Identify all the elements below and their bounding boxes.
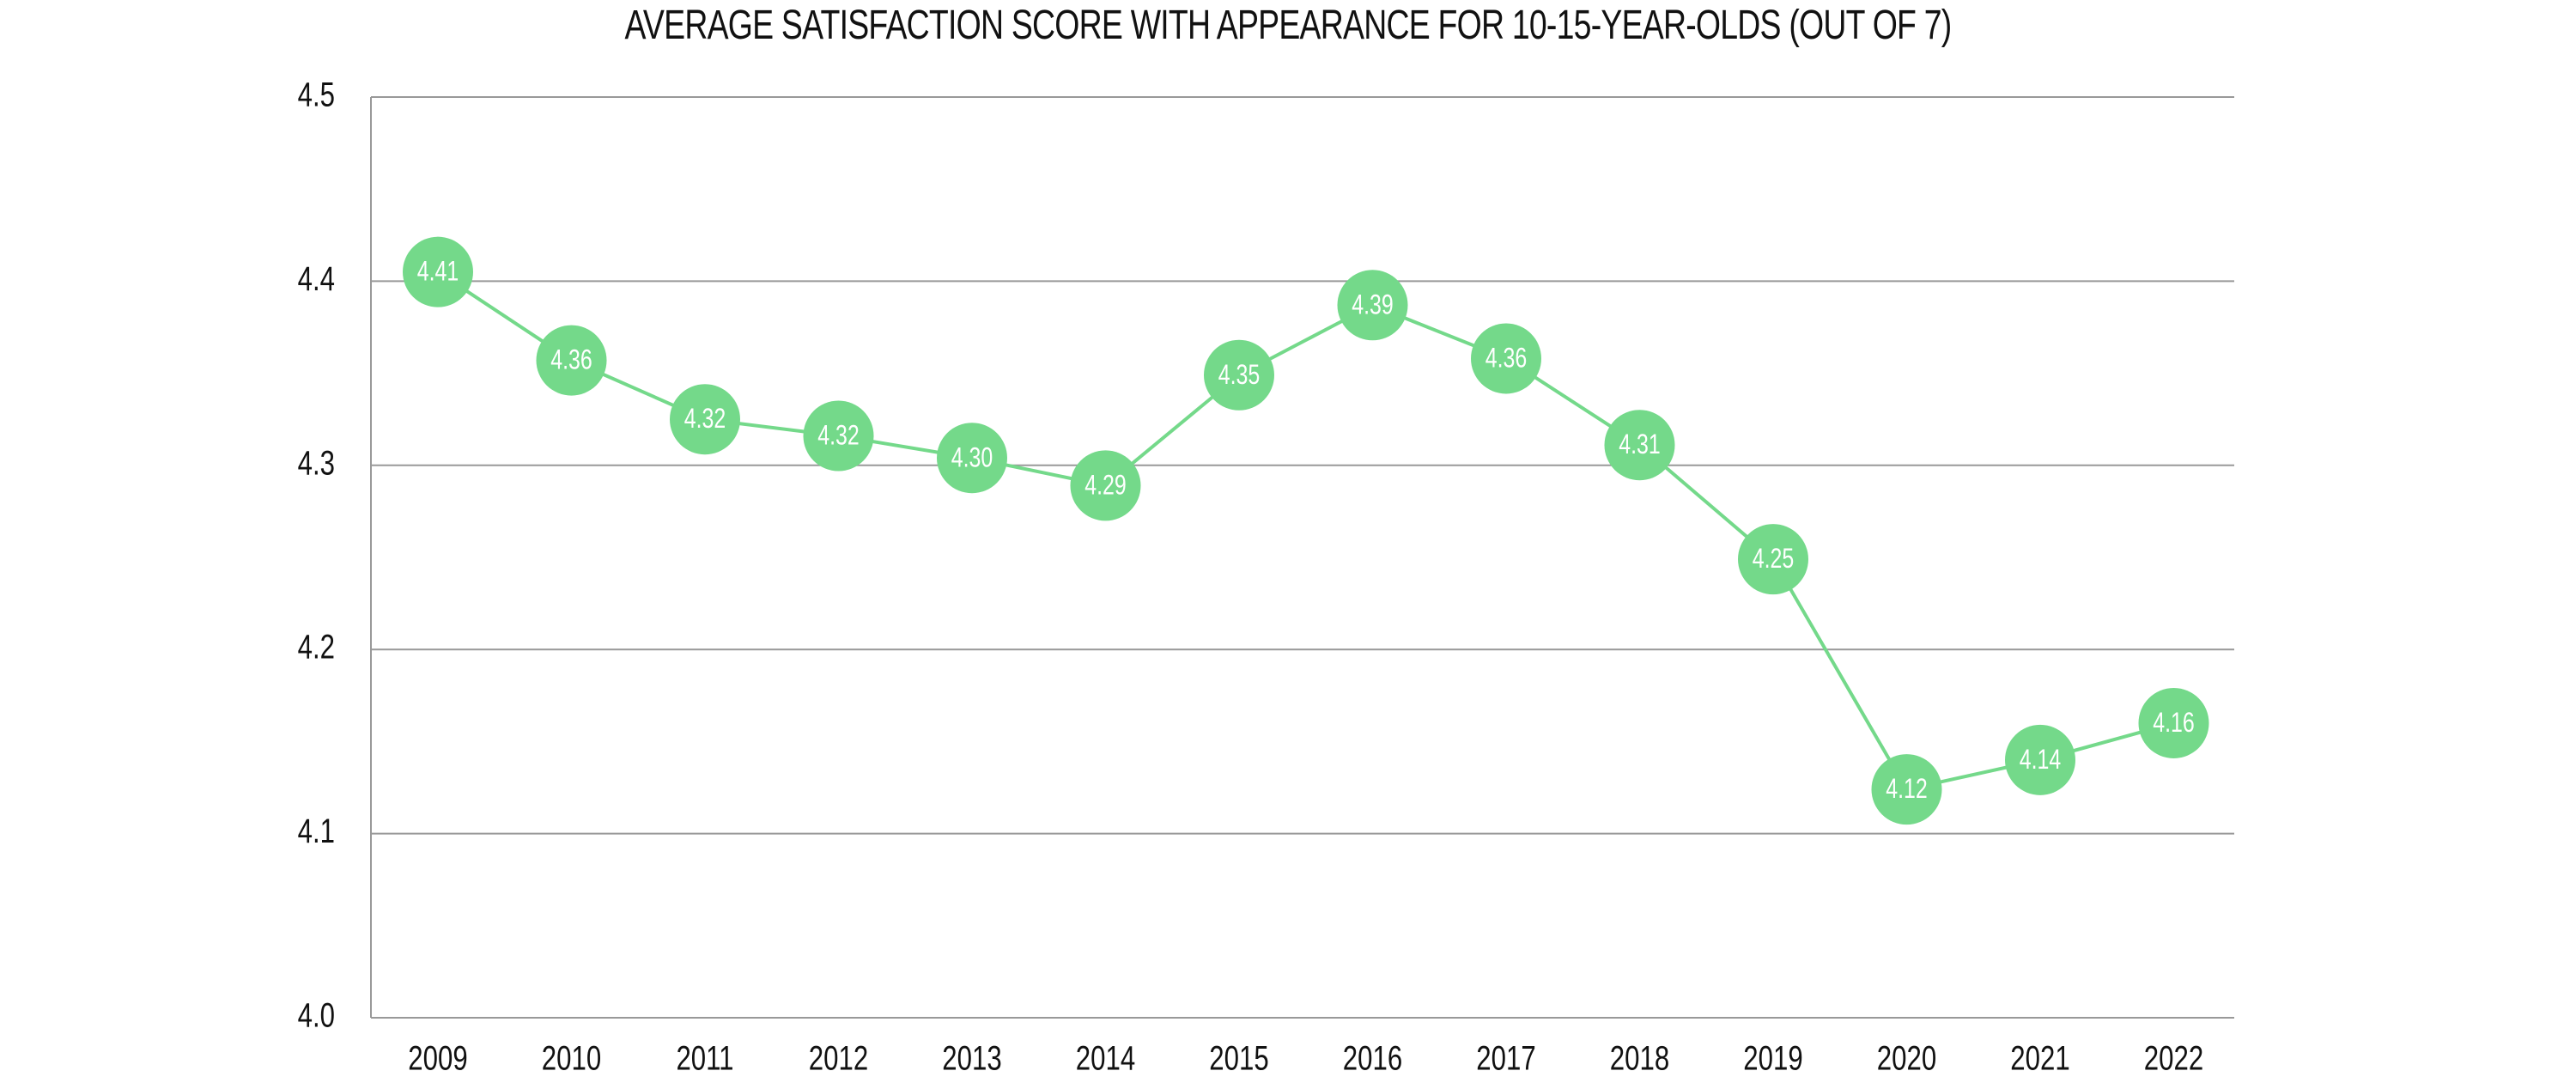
y-tick-label: 4.3 [298, 444, 335, 483]
data-label: 4.39 [1352, 289, 1394, 320]
data-point: 4.36 [1471, 323, 1541, 394]
data-label: 4.25 [1753, 544, 1795, 575]
gridlines [371, 96, 2234, 1019]
x-tick-label: 2021 [2010, 1039, 2069, 1077]
data-point: 4.35 [1204, 339, 1274, 411]
x-tick-label: 2010 [542, 1039, 601, 1077]
data-label: 4.14 [2020, 745, 2062, 776]
data-point: 4.31 [1604, 410, 1675, 481]
data-point-marker [2138, 687, 2209, 758]
data-label: 4.29 [1084, 471, 1127, 502]
data-label: 4.36 [550, 345, 592, 376]
x-tick-label: 2020 [1877, 1039, 1936, 1077]
data-point-marker [2005, 724, 2075, 795]
data-points: 4.41 4.36 4.32 4.32 4.30 4.29 4.35 4.39 4.36 4.31… [403, 236, 2209, 825]
data-label: 4.32 [817, 421, 860, 452]
data-label: 4.32 [684, 404, 726, 435]
x-tick-label: 2019 [1743, 1039, 1802, 1077]
data-point-marker [803, 400, 874, 472]
chart-title: AVERAGE SATISFACTION SCORE WITH APPEARAN… [624, 3, 1953, 48]
data-point: 4.29 [1070, 450, 1141, 521]
data-point-marker [403, 236, 473, 307]
y-tick-label: 4.5 [298, 76, 335, 114]
data-point-marker [1738, 524, 1808, 595]
x-tick-label: 2011 [676, 1039, 733, 1077]
data-point-marker [1871, 754, 1942, 825]
data-point: 4.32 [803, 400, 874, 472]
data-label: 4.35 [1218, 360, 1261, 391]
x-tick-label: 2015 [1209, 1039, 1268, 1077]
data-point-marker [1070, 450, 1141, 521]
data-point-marker [1604, 410, 1675, 481]
data-point-marker [1337, 270, 1408, 341]
x-tick-label: 2013 [942, 1039, 1001, 1077]
data-point: 4.32 [670, 384, 740, 455]
data-label: 4.30 [951, 442, 993, 473]
data-point: 4.36 [536, 325, 607, 396]
y-tick-label: 4.1 [298, 812, 335, 850]
x-tick-label: 2012 [809, 1039, 868, 1077]
y-tick-label: 4.4 [298, 259, 335, 298]
x-tick-label: 2009 [408, 1039, 467, 1077]
y-tick-labels: 4.0 4.1 4.2 4.3 4.4 4.5 [298, 76, 335, 1035]
x-tick-label: 2017 [1476, 1039, 1535, 1077]
data-point-marker [1204, 339, 1274, 411]
data-label: 4.16 [2153, 708, 2195, 739]
data-label: 4.41 [417, 257, 459, 288]
data-label: 4.31 [1619, 429, 1661, 460]
data-point: 4.25 [1738, 524, 1808, 595]
data-point-marker [536, 325, 607, 396]
data-point: 4.30 [937, 423, 1007, 494]
data-point-marker [670, 384, 740, 455]
x-tick-label: 2016 [1343, 1039, 1402, 1077]
y-tick-label: 4.0 [298, 996, 335, 1035]
x-tick-labels: 2009 2010 2011 2012 2013 2014 2015 2016 2017 2018… [408, 1039, 2203, 1077]
x-tick-label: 2022 [2144, 1039, 2203, 1077]
data-label: 4.36 [1485, 344, 1528, 374]
data-point: 4.14 [2005, 724, 2075, 795]
data-point: 4.41 [403, 236, 473, 307]
data-label: 4.12 [1886, 774, 1928, 805]
data-point-marker [1471, 323, 1541, 394]
series-line-path [436, 271, 2175, 792]
series-line [436, 271, 2175, 792]
x-tick-label: 2014 [1076, 1039, 1135, 1077]
data-point: 4.12 [1871, 754, 1942, 825]
data-point: 4.39 [1337, 270, 1408, 341]
y-tick-label: 4.2 [298, 628, 335, 666]
data-point: 4.16 [2138, 687, 2209, 758]
x-tick-label: 2018 [1610, 1039, 1669, 1077]
data-point-marker [937, 423, 1007, 494]
